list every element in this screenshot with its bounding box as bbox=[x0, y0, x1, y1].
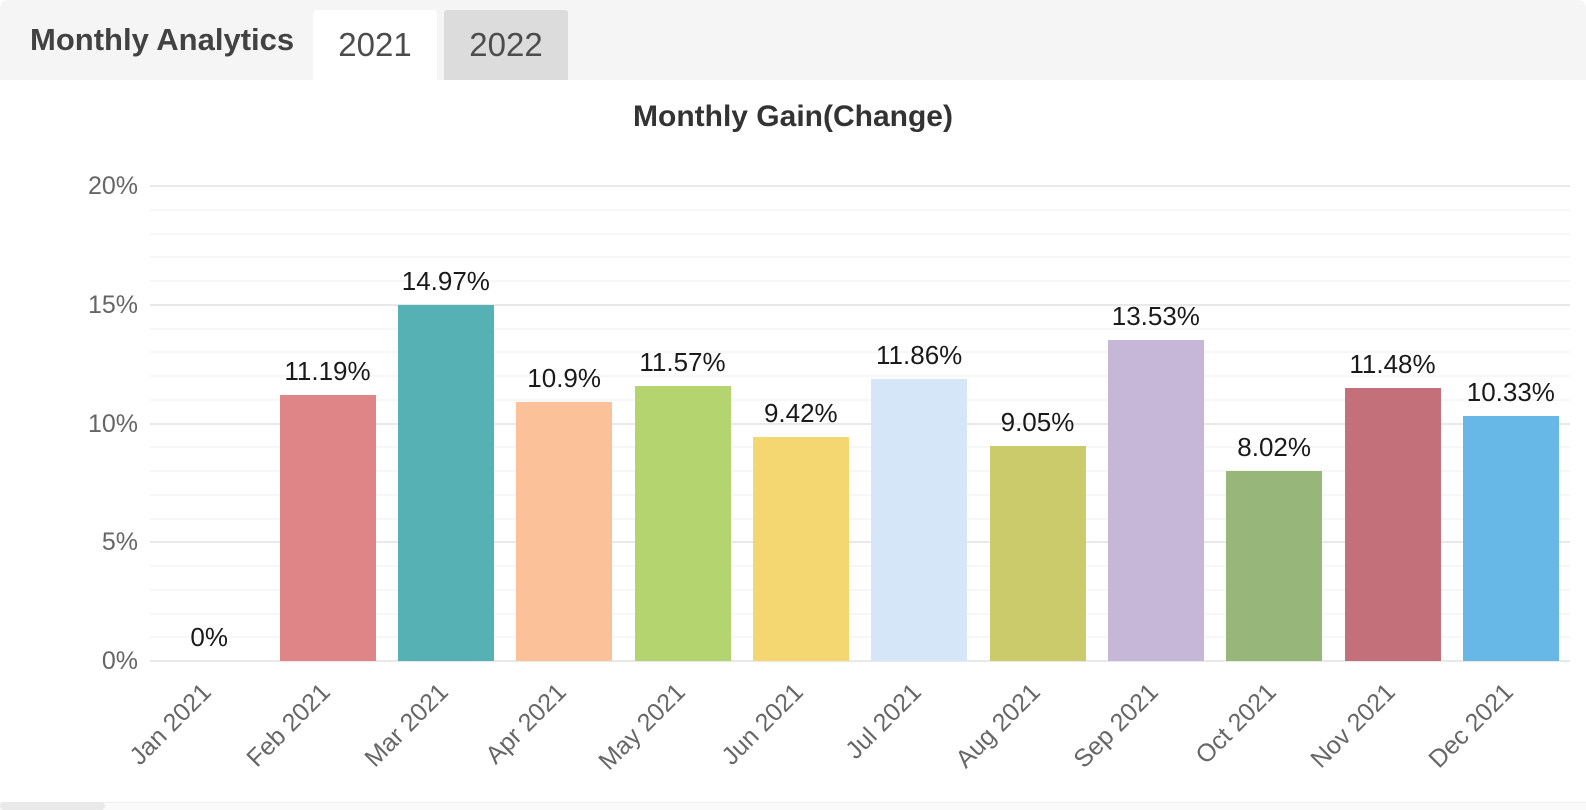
bar-dec-2021[interactable] bbox=[1462, 415, 1559, 661]
bottom-strip bbox=[0, 802, 1586, 810]
bar-value-label: 13.53% bbox=[1111, 300, 1200, 331]
bar-mar-2021[interactable] bbox=[397, 305, 494, 661]
year-tabs: 2021 2022 bbox=[313, 10, 568, 80]
bar-value-label: 11.19% bbox=[284, 356, 371, 387]
minor-gridline bbox=[150, 398, 1570, 401]
bar-value-label: 11.57% bbox=[639, 347, 726, 378]
x-tick-label: Oct 2021 bbox=[1190, 678, 1282, 770]
minor-gridline bbox=[150, 280, 1570, 282]
x-tick-label: Sep 2021 bbox=[1068, 678, 1164, 774]
x-tick-label: Aug 2021 bbox=[949, 678, 1046, 774]
bar-chart-plot-area: 0% 11.19% 14.97% 10.9% 11.57% 9.42% 11.86% 9.05… bbox=[150, 185, 1570, 662]
minor-gridline bbox=[150, 636, 1570, 639]
x-tick-label: Apr 2021 bbox=[480, 678, 572, 770]
bar-jun-2021[interactable] bbox=[752, 437, 849, 661]
minor-gridline bbox=[150, 588, 1570, 591]
major-gridline bbox=[150, 422, 1570, 425]
minor-gridline bbox=[150, 565, 1570, 567]
y-tick-label: 20% bbox=[87, 172, 138, 200]
tab-2021[interactable]: 2021 bbox=[313, 10, 437, 80]
x-tick-label: Jun 2021 bbox=[716, 678, 809, 771]
minor-gridline bbox=[150, 232, 1570, 235]
horizontal-scrollbar-thumb[interactable] bbox=[0, 802, 105, 810]
minor-gridline bbox=[150, 351, 1570, 354]
x-tick-label: Jul 2021 bbox=[840, 678, 927, 765]
minor-gridline bbox=[150, 256, 1570, 259]
minor-gridline bbox=[150, 612, 1570, 615]
x-tick-label: May 2021 bbox=[592, 678, 691, 776]
x-tick-label: Feb 2021 bbox=[240, 678, 336, 773]
major-gridline bbox=[150, 541, 1570, 544]
bar-value-label: 0% bbox=[190, 622, 228, 652]
y-tick-label: 15% bbox=[87, 290, 138, 319]
bar-sep-2021[interactable] bbox=[1107, 339, 1204, 661]
minor-gridline bbox=[150, 470, 1570, 472]
minor-gridline bbox=[150, 446, 1570, 449]
y-tick-label: 0% bbox=[101, 647, 138, 675]
y-tick-label: 5% bbox=[101, 528, 138, 557]
bar-value-label: 9.42% bbox=[763, 398, 838, 429]
bar-value-label: 8.02% bbox=[1237, 431, 1312, 462]
major-gridline bbox=[150, 660, 1570, 662]
minor-gridline bbox=[150, 327, 1570, 330]
header: Monthly Analytics 2021 2022 bbox=[0, 0, 1586, 80]
x-tick-label: Nov 2021 bbox=[1304, 678, 1401, 774]
bar-value-label: 11.86% bbox=[876, 340, 963, 371]
bar-oct-2021[interactable] bbox=[1226, 470, 1323, 661]
bar-may-2021[interactable] bbox=[634, 386, 731, 661]
bar-value-label: 10.9% bbox=[527, 363, 602, 394]
bar-value-label: 10.33% bbox=[1466, 376, 1555, 407]
x-tick-label: Mar 2021 bbox=[359, 678, 454, 773]
bar-apr-2021[interactable] bbox=[516, 402, 613, 661]
page-title: Monthly Analytics bbox=[30, 22, 295, 57]
major-gridline bbox=[150, 303, 1570, 306]
bar-jul-2021[interactable] bbox=[871, 379, 968, 661]
x-tick-label: Dec 2021 bbox=[1423, 678, 1519, 774]
bar-aug-2021[interactable] bbox=[989, 446, 1086, 661]
minor-gridline bbox=[150, 493, 1570, 496]
major-gridline bbox=[150, 185, 1570, 187]
minor-gridline bbox=[150, 517, 1570, 520]
chart-card: Monthly Gain(Change) 0% 5% 10% 15% 20% 0% 11.… bbox=[0, 80, 1586, 802]
tab-2022[interactable]: 2022 bbox=[444, 10, 568, 80]
minor-gridline bbox=[150, 375, 1570, 377]
bar-value-label: 11.48% bbox=[1349, 349, 1436, 380]
bar-value-label: 9.05% bbox=[1000, 407, 1075, 438]
bar-value-label: 14.97% bbox=[401, 266, 490, 297]
y-tick-label: 10% bbox=[87, 409, 138, 438]
x-tick-label: Jan 2021 bbox=[124, 678, 217, 771]
chart-title: Monthly Gain(Change) bbox=[633, 100, 953, 133]
minor-gridline bbox=[150, 208, 1570, 211]
bar-nov-2021[interactable] bbox=[1344, 388, 1441, 661]
bar-feb-2021[interactable] bbox=[279, 395, 376, 661]
